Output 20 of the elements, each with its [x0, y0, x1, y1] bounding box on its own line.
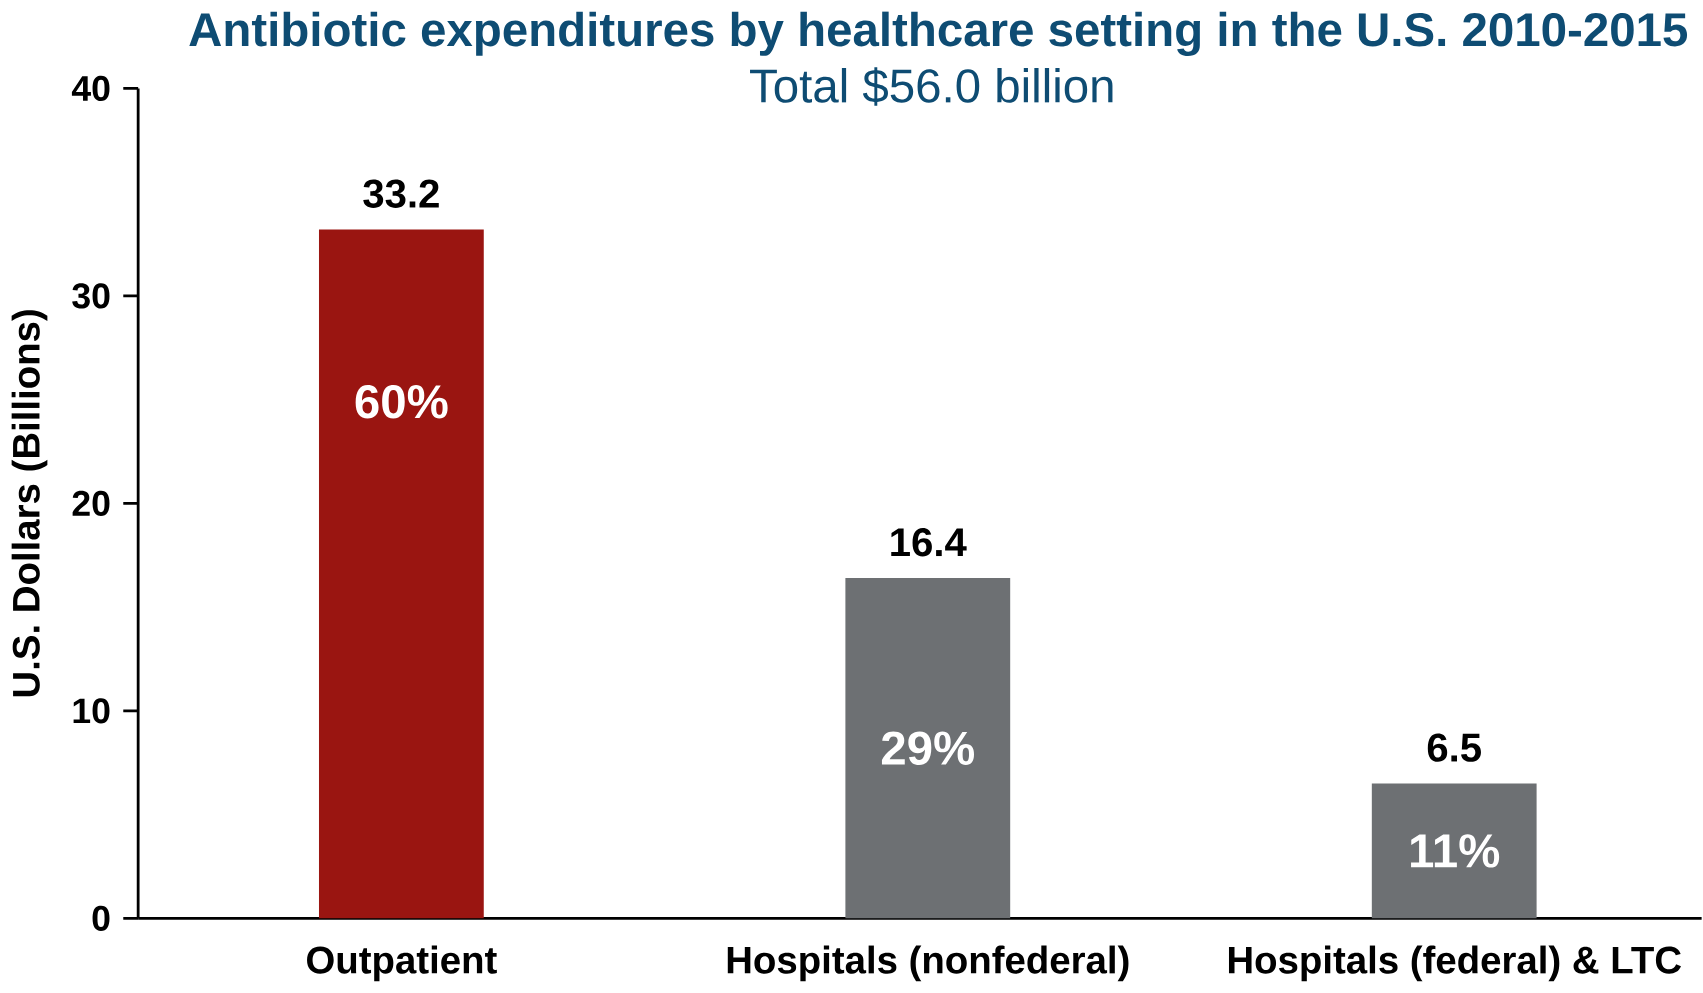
data-label: 6.5 [1427, 733, 1481, 762]
y-tick-label: 40 [71, 75, 110, 102]
data-label: 16.4 [891, 528, 967, 557]
y-tick-label: 10 [73, 698, 110, 724]
y-tick-label: 20 [72, 490, 110, 516]
chart-title: Antibiotic expenditures by healthcare setting in the U.S. 2010-2015 [189, 11, 1688, 57]
annotation: 11% [1411, 834, 1500, 868]
x-tick-label: Hospitals (federal) & LTC [1228, 945, 1681, 982]
x-tick-label: Outpatient [307, 945, 497, 982]
y-tick-label: 0 [92, 905, 110, 931]
x-tick-label: Hospitals (nonfederal) [727, 945, 1129, 982]
annotation: 60% [355, 384, 448, 419]
y-axis-title: U.S. Dollars (Billions) [11, 310, 48, 697]
bar [845, 578, 1011, 919]
y-tick-label: 30 [72, 283, 110, 309]
data-label: 33.2 [363, 179, 439, 208]
chart-subtitle: Total $56.0 billion [750, 67, 1113, 106]
bar [318, 229, 484, 919]
annotation: 29% [881, 731, 974, 765]
bar [1371, 783, 1537, 919]
